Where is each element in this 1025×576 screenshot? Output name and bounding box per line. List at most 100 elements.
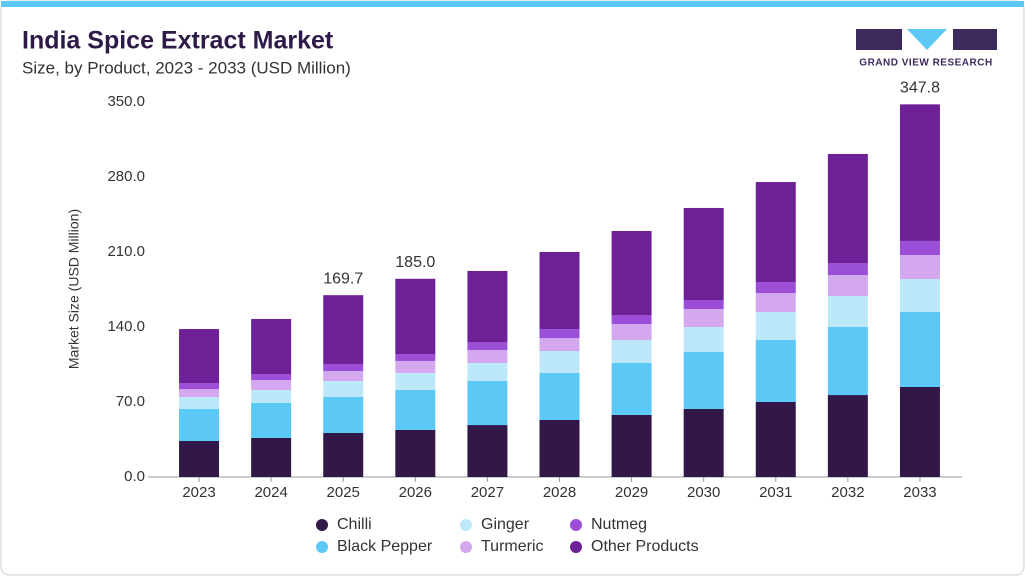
total-label: 347.8 [900,80,940,97]
bar-segment [827,275,868,297]
bar-segment [755,182,796,282]
legend-label: Ginger [481,516,530,533]
bar-segment [539,372,580,420]
bar-segment [899,240,940,255]
total-label: 169.7 [323,270,363,287]
bar-segment [395,390,436,430]
bar-segment [467,270,508,342]
legend-swatch [570,519,582,531]
bar-segment [179,441,220,477]
bar-segment [611,414,652,477]
x-tick-label: 2025 [327,484,360,501]
bar-segment [755,402,796,477]
x-tick-label: 2024 [254,484,287,501]
bar-segment [179,383,220,390]
bar-segment [683,408,724,477]
legend-swatch [460,519,472,531]
bar-segment [395,278,436,354]
bar-segment [395,360,436,373]
bar-segment [251,390,292,403]
legend-label: Nutmeg [591,516,647,533]
bar-segment [467,381,508,426]
y-axis-label: Market Size (USD Million) [66,209,82,369]
y-tick-label: 0.0 [124,468,145,485]
y-tick-label: 70.0 [116,393,145,410]
chart-title: India Spice Extract Market [22,27,334,55]
bar-segment [683,309,724,327]
bar-segment [827,395,868,477]
x-tick-label: 2027 [471,484,504,501]
legend-swatch [316,519,328,531]
y-tick-label: 280.0 [107,168,145,185]
bar-segment [611,339,652,363]
x-tick-label: 2023 [182,484,215,501]
bar-segment [179,389,220,397]
logo-block [856,29,902,50]
x-tick-label: 2031 [759,484,792,501]
bar-segment [323,381,364,397]
y-tick-label: 210.0 [107,243,145,260]
x-tick-label: 2033 [903,484,936,501]
legend-swatch [460,541,472,553]
logo-block [907,29,947,50]
bar-segment [827,263,868,276]
bar-segment [539,420,580,477]
bar-segment [683,300,724,309]
y-tick-label: 350.0 [107,93,145,110]
bar-segment [899,104,940,241]
bar-segment [323,295,364,364]
bar-segment [755,293,796,312]
bar-segment [899,255,940,279]
bar-segment [539,351,580,373]
x-tick-label: 2029 [615,484,648,501]
legend-label: Other Products [591,538,699,555]
x-tick-label: 2026 [399,484,432,501]
bar-segment [539,338,580,351]
bar-segment [251,374,292,381]
bar-segment [827,327,868,396]
legend-label: Black Pepper [337,538,433,555]
x-tick-label: 2028 [543,484,576,501]
legend-label: Turmeric [481,538,544,555]
bar-segment [539,252,580,330]
x-tick-label: 2032 [831,484,864,501]
bar-segment [467,425,508,477]
legend-label: Chilli [337,516,372,533]
bar-segment [467,342,508,351]
total-label: 185.0 [395,254,435,271]
x-tick-label: 2030 [687,484,720,501]
logo: GRAND VIEW RESEARCH [856,29,997,69]
y-tick-label: 140.0 [107,318,145,335]
bar-segment [755,312,796,340]
bar-segment [323,371,364,381]
bar-segment [755,282,796,294]
bar-segment [179,329,220,384]
bar-segment [899,312,940,387]
bar-segment [395,372,436,390]
legend-swatch [570,541,582,553]
bar-segment [683,327,724,352]
bar-segment [611,363,652,415]
bar-segment [827,153,868,264]
bar-segment [611,324,652,340]
bar-segment [323,432,364,477]
bar-segment [683,351,724,409]
bar-segment [395,354,436,361]
bar-segment [179,396,220,409]
bar-segment [395,429,436,477]
bar-segment [611,315,652,324]
bar-segment [611,231,652,315]
bar-segment [323,396,364,433]
bar-segment [467,350,508,363]
bar-segment [827,296,868,327]
top-stripe [1,1,1024,7]
bar-segment [755,339,796,402]
bar-segment [539,329,580,339]
bar-segment [251,438,292,477]
bar-segment [251,402,292,438]
bar-segment [467,363,508,381]
bar-segment [899,279,940,312]
bar-segment [251,318,292,375]
